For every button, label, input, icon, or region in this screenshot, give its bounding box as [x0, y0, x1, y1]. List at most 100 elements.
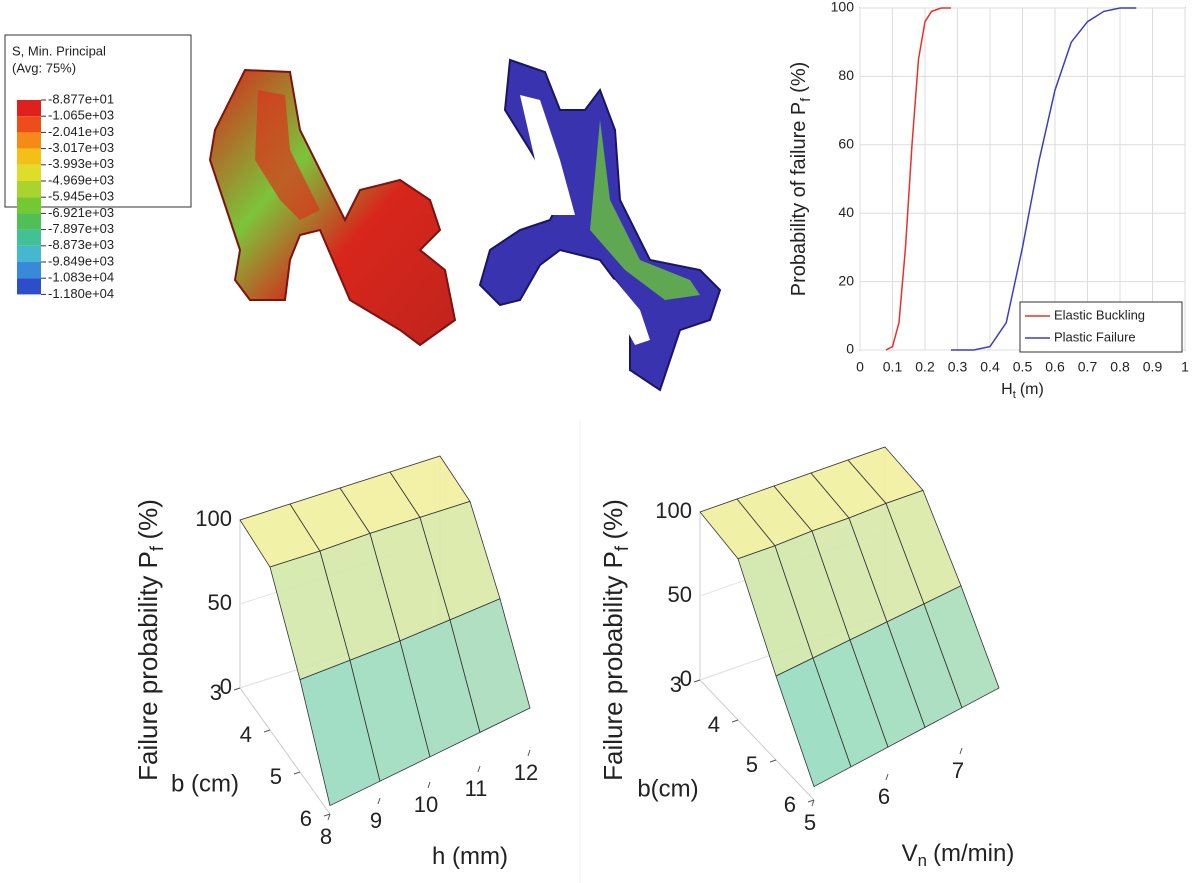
y-tick-label: 5: [804, 810, 816, 835]
color-swatch: [17, 278, 41, 295]
ylabel-text: h (mm): [432, 843, 508, 870]
xlabel-label: Ht (m): [1001, 381, 1044, 401]
y-tick-label: 8: [320, 824, 332, 849]
zlabel-unit: (%): [598, 499, 628, 539]
y-tick-label: 12: [514, 760, 538, 785]
z-tick-label: 0: [220, 674, 232, 699]
ylabel-subscript: f: [797, 98, 813, 102]
zlabel-text: Failure probability P: [133, 551, 163, 781]
fea-render-right: [478, 58, 722, 392]
x-tick-label: 6: [784, 792, 796, 817]
ylabel-label: Vn (m/min): [902, 840, 1015, 870]
level-label: -2.041e+03: [48, 124, 114, 139]
level-label: -7.897e+03: [48, 221, 114, 236]
y-tick-label: 100: [831, 0, 855, 15]
level-label: -5.945e+03: [48, 189, 114, 204]
tick-mark: [323, 813, 331, 817]
tick-mark: [377, 797, 381, 805]
x-axis-label: b(cm): [637, 775, 698, 802]
level-label: -9.849e+03: [48, 253, 114, 268]
legend-title: S, Min. Principal: [12, 43, 106, 58]
level-label: -6.921e+03: [48, 205, 114, 220]
tick-mark: [527, 749, 531, 757]
x-tick-label: 5: [746, 752, 758, 777]
zlabel-label: Failure probability Pf (%): [133, 499, 167, 781]
series-line: [951, 7, 1137, 351]
color-swatch: [17, 245, 41, 262]
zlabel-text: Failure probability P: [598, 551, 628, 781]
x-tick-label: 4: [708, 712, 720, 737]
x-tick-label: 3: [670, 672, 682, 697]
tick-mark: [731, 719, 739, 723]
y-tick-label: 60: [838, 136, 854, 152]
tick-mark: [811, 799, 815, 807]
legend-box: [1019, 301, 1183, 353]
x-axis-label: b (cm): [171, 770, 239, 797]
color-swatch: [17, 229, 41, 246]
x-tick-label: 0.6: [1045, 359, 1065, 375]
y-tick-label: 9: [370, 808, 382, 833]
color-swatch: [17, 116, 41, 133]
level-label: -1.065e+03: [48, 108, 114, 123]
ylabel-subscript: n: [918, 852, 927, 871]
surface-face: [449, 598, 531, 733]
x-tick-label: 0.1: [883, 359, 903, 375]
tick-mark: [885, 773, 889, 781]
y-tick-label: 0: [846, 341, 854, 357]
ylabel-unit: (m/min): [933, 840, 1014, 867]
x-tick-label: 0.5: [1013, 359, 1033, 375]
x-tick-label: 1: [1181, 359, 1189, 375]
x-tick-label: 0.2: [915, 359, 935, 375]
y-tick-label: 10: [414, 792, 438, 817]
tick-mark: [959, 747, 963, 755]
ylabel-label: Probability of failure Pf (%): [788, 62, 812, 297]
y-tick-label: 7: [952, 758, 964, 783]
xlabel-subscript: t: [1013, 389, 1017, 401]
y-tick-label: 6: [878, 784, 890, 809]
tick-mark: [233, 687, 241, 691]
color-swatch: [17, 100, 41, 117]
y-tick-label: 20: [838, 272, 854, 288]
zlabel-subscript: f: [147, 545, 167, 551]
color-swatch: [17, 197, 41, 214]
ylabel-unit: (%): [788, 62, 810, 93]
x-tick-label: 4: [240, 722, 252, 747]
x-tick-label: 0.9: [1143, 359, 1163, 375]
tick-mark: [263, 729, 271, 733]
color-swatch: [17, 164, 41, 181]
tick-mark: [477, 765, 481, 773]
zlabel-label: Failure probability Pf (%): [598, 499, 632, 781]
tick-mark: [327, 813, 331, 821]
zlabel-subscript: f: [612, 545, 632, 551]
level-label: -3.017e+03: [48, 140, 114, 155]
color-swatch: [17, 262, 41, 279]
y-tick-label: 11: [465, 776, 488, 801]
z-tick-label: 100: [195, 506, 232, 531]
y-tick-label: 40: [838, 204, 854, 220]
xlabel-unit: (m): [1020, 381, 1044, 398]
z-tick-label: 50: [208, 590, 232, 615]
x-tick-label: 6: [300, 806, 312, 831]
ylabel-text: V: [902, 840, 918, 867]
legend-label: Elastic Buckling: [1054, 307, 1145, 322]
series-line: [885, 7, 951, 351]
level-label: -8.877e+01: [48, 91, 114, 106]
tick-mark: [427, 781, 431, 789]
ylabel-text: Probability of failure P: [788, 102, 810, 297]
x-tick-label: 0.3: [948, 359, 968, 375]
color-swatch: [17, 181, 41, 198]
tick-mark: [807, 799, 815, 803]
zlabel-unit: (%): [133, 499, 163, 539]
level-label: -8.873e+03: [48, 237, 114, 252]
level-label: -4.969e+03: [48, 172, 114, 187]
y-tick-label: 80: [838, 67, 854, 83]
z-tick-label: 0: [680, 666, 692, 691]
x-tick-label: 3: [210, 680, 222, 705]
x-tick-label: 0: [856, 359, 864, 375]
legend-label: Plastic Failure: [1054, 329, 1136, 344]
level-label: -1.083e+04: [48, 270, 114, 285]
level-label: -1.180e+04: [48, 286, 114, 301]
x-tick-label: 0.4: [980, 359, 1000, 375]
level-label: -3.993e+03: [48, 156, 114, 171]
